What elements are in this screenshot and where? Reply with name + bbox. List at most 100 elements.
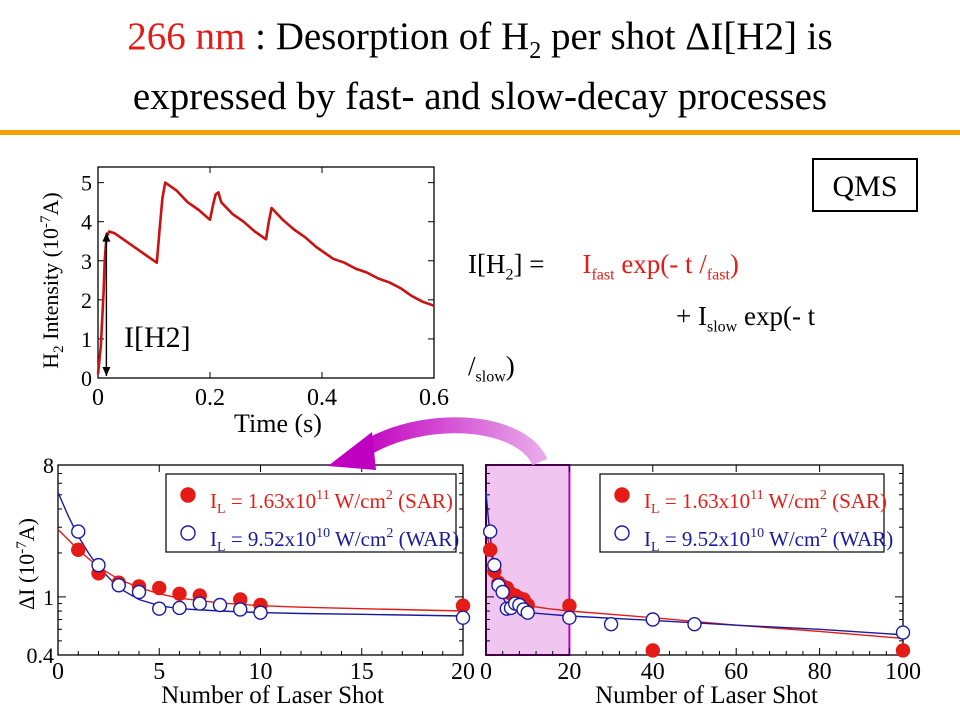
y-label-exp: -7: [14, 541, 30, 554]
data-point-series-1: [455, 610, 471, 625]
legend-part: W/cm: [764, 527, 820, 551]
plot-frame: [97, 166, 435, 379]
eq-lhs-sub: 2: [505, 266, 514, 284]
eq-fast-b: exp(- t /: [614, 249, 707, 279]
annotation-arrow-head-bottom: [102, 367, 111, 376]
title-wavelength: 266 nm: [127, 15, 246, 58]
x-tick-label: 20: [451, 659, 475, 685]
eq-slow-a: I: [697, 301, 707, 331]
legend-part: I: [644, 527, 651, 551]
eq-slow-b: exp(- t: [737, 301, 816, 331]
x-tick-label: 5: [153, 659, 165, 685]
legend-part: I: [210, 489, 217, 513]
data-point-series-0: [71, 542, 86, 558]
legend-exp: 2: [386, 488, 393, 503]
y-axis-label: H2 Intensity (10-7A): [38, 192, 67, 368]
legend-sub: L: [651, 502, 660, 517]
eq-slow-d: ): [505, 351, 515, 381]
x-tick-label: 10: [249, 659, 273, 685]
data-point-series-1: [687, 617, 702, 632]
y-tick-label: 5: [81, 171, 92, 196]
y-label-part: Intensity (10: [38, 228, 63, 345]
y-tick-label: 3: [81, 249, 92, 274]
legend-label-series-1: IL = 9.52x1010 W/cm2 (WAR): [210, 526, 459, 555]
x-tick-label: 15: [350, 659, 374, 685]
x-tick-label: 80: [808, 659, 832, 685]
y-tick-label: 1: [43, 585, 54, 610]
y-tick-label: 1: [81, 327, 92, 352]
legend-label-series-0: IL = 1.63x1011 W/cm2 (SAR): [644, 488, 887, 517]
data-point-series-1: [91, 557, 106, 573]
legend-part: I: [644, 489, 651, 513]
x-axis-label: Number of Laser Shot: [161, 682, 384, 709]
data-point-series-1: [172, 600, 187, 616]
series-line-trace: [96, 181, 435, 375]
data-point-series-0: [482, 542, 498, 558]
x-tick-label: 0: [52, 659, 64, 685]
plot-frame: [485, 464, 904, 656]
legend-marker-series-1: [614, 525, 630, 541]
legend-part: W/cm: [330, 527, 386, 551]
equation-line-1: I[H2] = Ifast exp(- t /fast): [468, 248, 739, 291]
data-point-series-0: [895, 643, 911, 658]
data-point-series-1: [520, 605, 535, 620]
y-tick-label: 0.4: [27, 643, 55, 668]
equation-line-3: /slow): [468, 350, 515, 393]
y-label-part: A): [38, 192, 63, 215]
legend-part: = 9.52x10: [660, 527, 751, 551]
legend-exp: 10: [750, 526, 764, 541]
x-axis-label: Number of Laser Shot: [595, 682, 818, 709]
eq-plus: +: [676, 301, 698, 331]
data-point-series-0: [455, 598, 471, 613]
y-tick-label: 4: [81, 210, 92, 235]
data-point-series-1: [645, 612, 660, 627]
fit-line-series-1: [57, 492, 464, 617]
zoom-arrow: [328, 417, 548, 470]
x-tick-label: 40: [641, 659, 665, 685]
legend-part: (WAR): [827, 527, 893, 551]
legend-exp: 11: [316, 488, 329, 503]
title-divider: [0, 130, 960, 135]
qms-label-box: QMS: [812, 158, 918, 212]
title-line-1: 266 nm : Desorption of H2 per shot ΔI[H2…: [0, 14, 960, 74]
legend-exp: 10: [316, 526, 330, 541]
title-text-a: : Desorption of H: [245, 15, 530, 58]
data-point-series-1: [111, 578, 126, 593]
eq-slow-tau-sub: slow: [475, 368, 506, 386]
x-tick-label: 0.4: [307, 385, 337, 411]
x-tick-label: 0.2: [195, 385, 225, 411]
annotation-label: I[H2]: [124, 321, 191, 354]
eq-lhs: I[H: [468, 249, 506, 279]
title-subscript: 2: [529, 37, 542, 64]
y-label-part: I (10: [14, 554, 39, 596]
eq-lhs-end: ] =: [513, 249, 545, 279]
y-tick-label: 2: [81, 288, 92, 313]
legend-exp: 2: [820, 488, 827, 503]
legend-label-series-0: IL = 1.63x1011 W/cm2 (SAR): [210, 488, 453, 517]
data-point-series-1: [562, 610, 577, 625]
y-axis-label: ΔI (10-7A): [14, 518, 39, 610]
annotation-arrow-head-top: [102, 232, 111, 242]
legend-part: = 1.63x10: [226, 489, 317, 513]
eq-slow-c: /: [468, 351, 476, 381]
eq-fast-a: I: [582, 249, 592, 279]
data-point-series-1: [152, 601, 167, 616]
legend-marker-series-0: [614, 487, 630, 503]
data-point-series-1: [487, 557, 502, 573]
legend-sub: L: [651, 540, 660, 555]
legend-sub: L: [217, 502, 226, 517]
y-tick-label: 0: [81, 366, 92, 391]
y-label-sub: 2: [51, 345, 67, 353]
legend-part: (SAR): [827, 489, 887, 513]
legend-part: W/cm: [330, 489, 386, 513]
legend-part: (SAR): [393, 489, 453, 513]
data-point-series-0: [152, 580, 167, 596]
eq-fast-tau-sub: fast: [706, 266, 730, 284]
y-label-exp: -7: [38, 215, 54, 228]
legend-marker-series-0: [180, 487, 196, 503]
legend-exp: 2: [820, 526, 827, 541]
legend-marker-series-1: [180, 525, 196, 541]
y-tick-label: 8: [43, 453, 54, 478]
